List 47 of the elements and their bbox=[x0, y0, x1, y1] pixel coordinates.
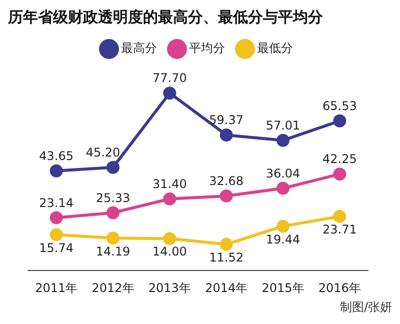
point bbox=[50, 164, 63, 178]
chart-title: 历年省级财政透明度的最高分、最低分与平均分 bbox=[8, 8, 324, 27]
point bbox=[333, 168, 346, 181]
x-tick-label: 2013年 bbox=[148, 280, 191, 295]
x-tick-label: 2011年 bbox=[35, 280, 78, 295]
data-label: 19.44 bbox=[266, 232, 300, 246]
point bbox=[333, 210, 346, 223]
x-tick-label: 2015年 bbox=[262, 280, 304, 295]
point bbox=[333, 114, 346, 128]
data-label: 14.00 bbox=[152, 244, 187, 259]
x-tick-label: 2012年 bbox=[92, 280, 134, 295]
point bbox=[50, 211, 63, 224]
legend-label: 最低分 bbox=[257, 41, 293, 56]
data-label: 32.68 bbox=[209, 174, 244, 188]
point bbox=[50, 228, 63, 242]
data-label: 36.04 bbox=[266, 166, 300, 180]
point bbox=[163, 192, 176, 206]
point bbox=[106, 232, 120, 245]
data-label: 43.65 bbox=[39, 149, 74, 164]
x-tick-label: 2016年 bbox=[318, 280, 361, 295]
data-label: 59.37 bbox=[209, 113, 244, 128]
point bbox=[163, 86, 176, 100]
data-label: 25.33 bbox=[96, 190, 130, 205]
data-label: 15.74 bbox=[39, 240, 74, 255]
data-label: 42.25 bbox=[322, 152, 357, 166]
data-label: 77.70 bbox=[152, 71, 187, 86]
data-label: 57.01 bbox=[266, 118, 300, 132]
data-label: 65.53 bbox=[322, 99, 357, 114]
point bbox=[220, 189, 233, 202]
point bbox=[163, 232, 176, 246]
legend-label: 最高分 bbox=[121, 41, 157, 56]
text: 制图/张妍 bbox=[338, 299, 392, 316]
data-label: 45.20 bbox=[86, 145, 120, 160]
data-label: 23.71 bbox=[322, 222, 357, 237]
x-tick-label: 2014年 bbox=[205, 280, 248, 295]
data-label: 11.52 bbox=[209, 250, 244, 264]
data-label: 14.19 bbox=[96, 244, 130, 258]
point bbox=[106, 206, 120, 220]
point bbox=[276, 182, 290, 195]
point bbox=[106, 160, 120, 174]
legend-label: 平均分 bbox=[189, 41, 225, 56]
data-label: 23.14 bbox=[39, 196, 74, 210]
point bbox=[220, 238, 233, 251]
point bbox=[276, 134, 290, 147]
point bbox=[220, 128, 233, 142]
point bbox=[276, 220, 290, 233]
data-label: 31.40 bbox=[152, 176, 187, 191]
